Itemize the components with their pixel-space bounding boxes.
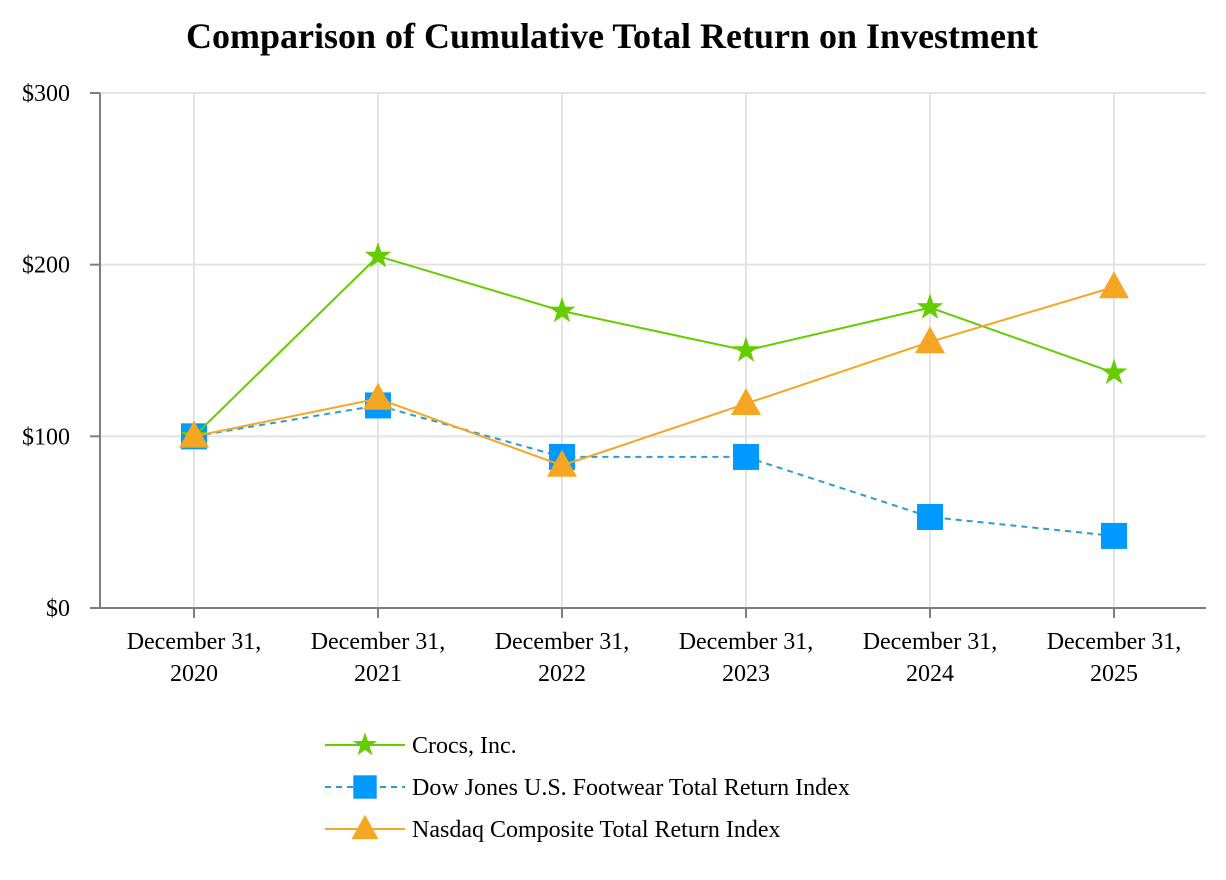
x-tick-label: December 31, 2022	[495, 629, 630, 687]
legend-marker	[353, 732, 377, 756]
y-tick-label: $200	[22, 253, 70, 279]
legend: Crocs, Inc. Dow Jones U.S. Footwear Total…	[325, 732, 850, 843]
data-point	[731, 388, 761, 415]
data-point	[364, 242, 392, 268]
data-point	[916, 293, 944, 319]
series-line	[193, 404, 1115, 537]
legend-item: Crocs, Inc.	[325, 732, 517, 759]
axes: $0 $100 $200 $300 December 31, 2020 December 3…	[22, 81, 1206, 687]
legend-item: Nasdaq Composite Total Return Index	[325, 814, 780, 843]
y-tick-label: $100	[22, 424, 70, 450]
data-point	[915, 326, 945, 354]
x-tick-label: December 31, 2025	[1047, 629, 1182, 687]
data-point	[547, 449, 577, 477]
x-tick-label: December 31, 2021	[311, 629, 446, 687]
grid	[100, 92, 1206, 608]
chart-title: Comparison of Cumulative Total Return on…	[186, 16, 1038, 56]
series-0	[180, 242, 1128, 448]
data-point	[1101, 522, 1127, 549]
data-point	[179, 420, 209, 448]
data-point	[548, 297, 576, 323]
x-tick-label: December 31, 2020	[127, 629, 262, 687]
data-point	[733, 443, 759, 470]
legend-label: Nasdaq Composite Total Return Index	[412, 817, 780, 843]
data-point	[1100, 358, 1128, 385]
data-point	[1099, 271, 1129, 299]
series-layer	[179, 242, 1129, 549]
series-line	[193, 286, 1115, 467]
legend-marker	[353, 775, 377, 799]
data-point	[732, 336, 760, 362]
data-point	[917, 504, 943, 531]
legend-item: Dow Jones U.S. Footwear Total Return Ind…	[325, 775, 850, 801]
legend-marker	[351, 814, 379, 840]
series-2	[179, 271, 1129, 477]
legend-label: Crocs, Inc.	[412, 733, 517, 759]
x-tick-label: December 31, 2024	[863, 629, 998, 687]
data-point	[363, 382, 393, 410]
legend-label: Dow Jones U.S. Footwear Total Return Ind…	[412, 775, 850, 801]
series-1	[181, 392, 1127, 549]
x-tick-label: December 31, 2023	[679, 629, 814, 687]
y-tick-label: $0	[46, 596, 70, 622]
series-line	[193, 254, 1115, 438]
y-tick-label: $300	[22, 81, 70, 107]
